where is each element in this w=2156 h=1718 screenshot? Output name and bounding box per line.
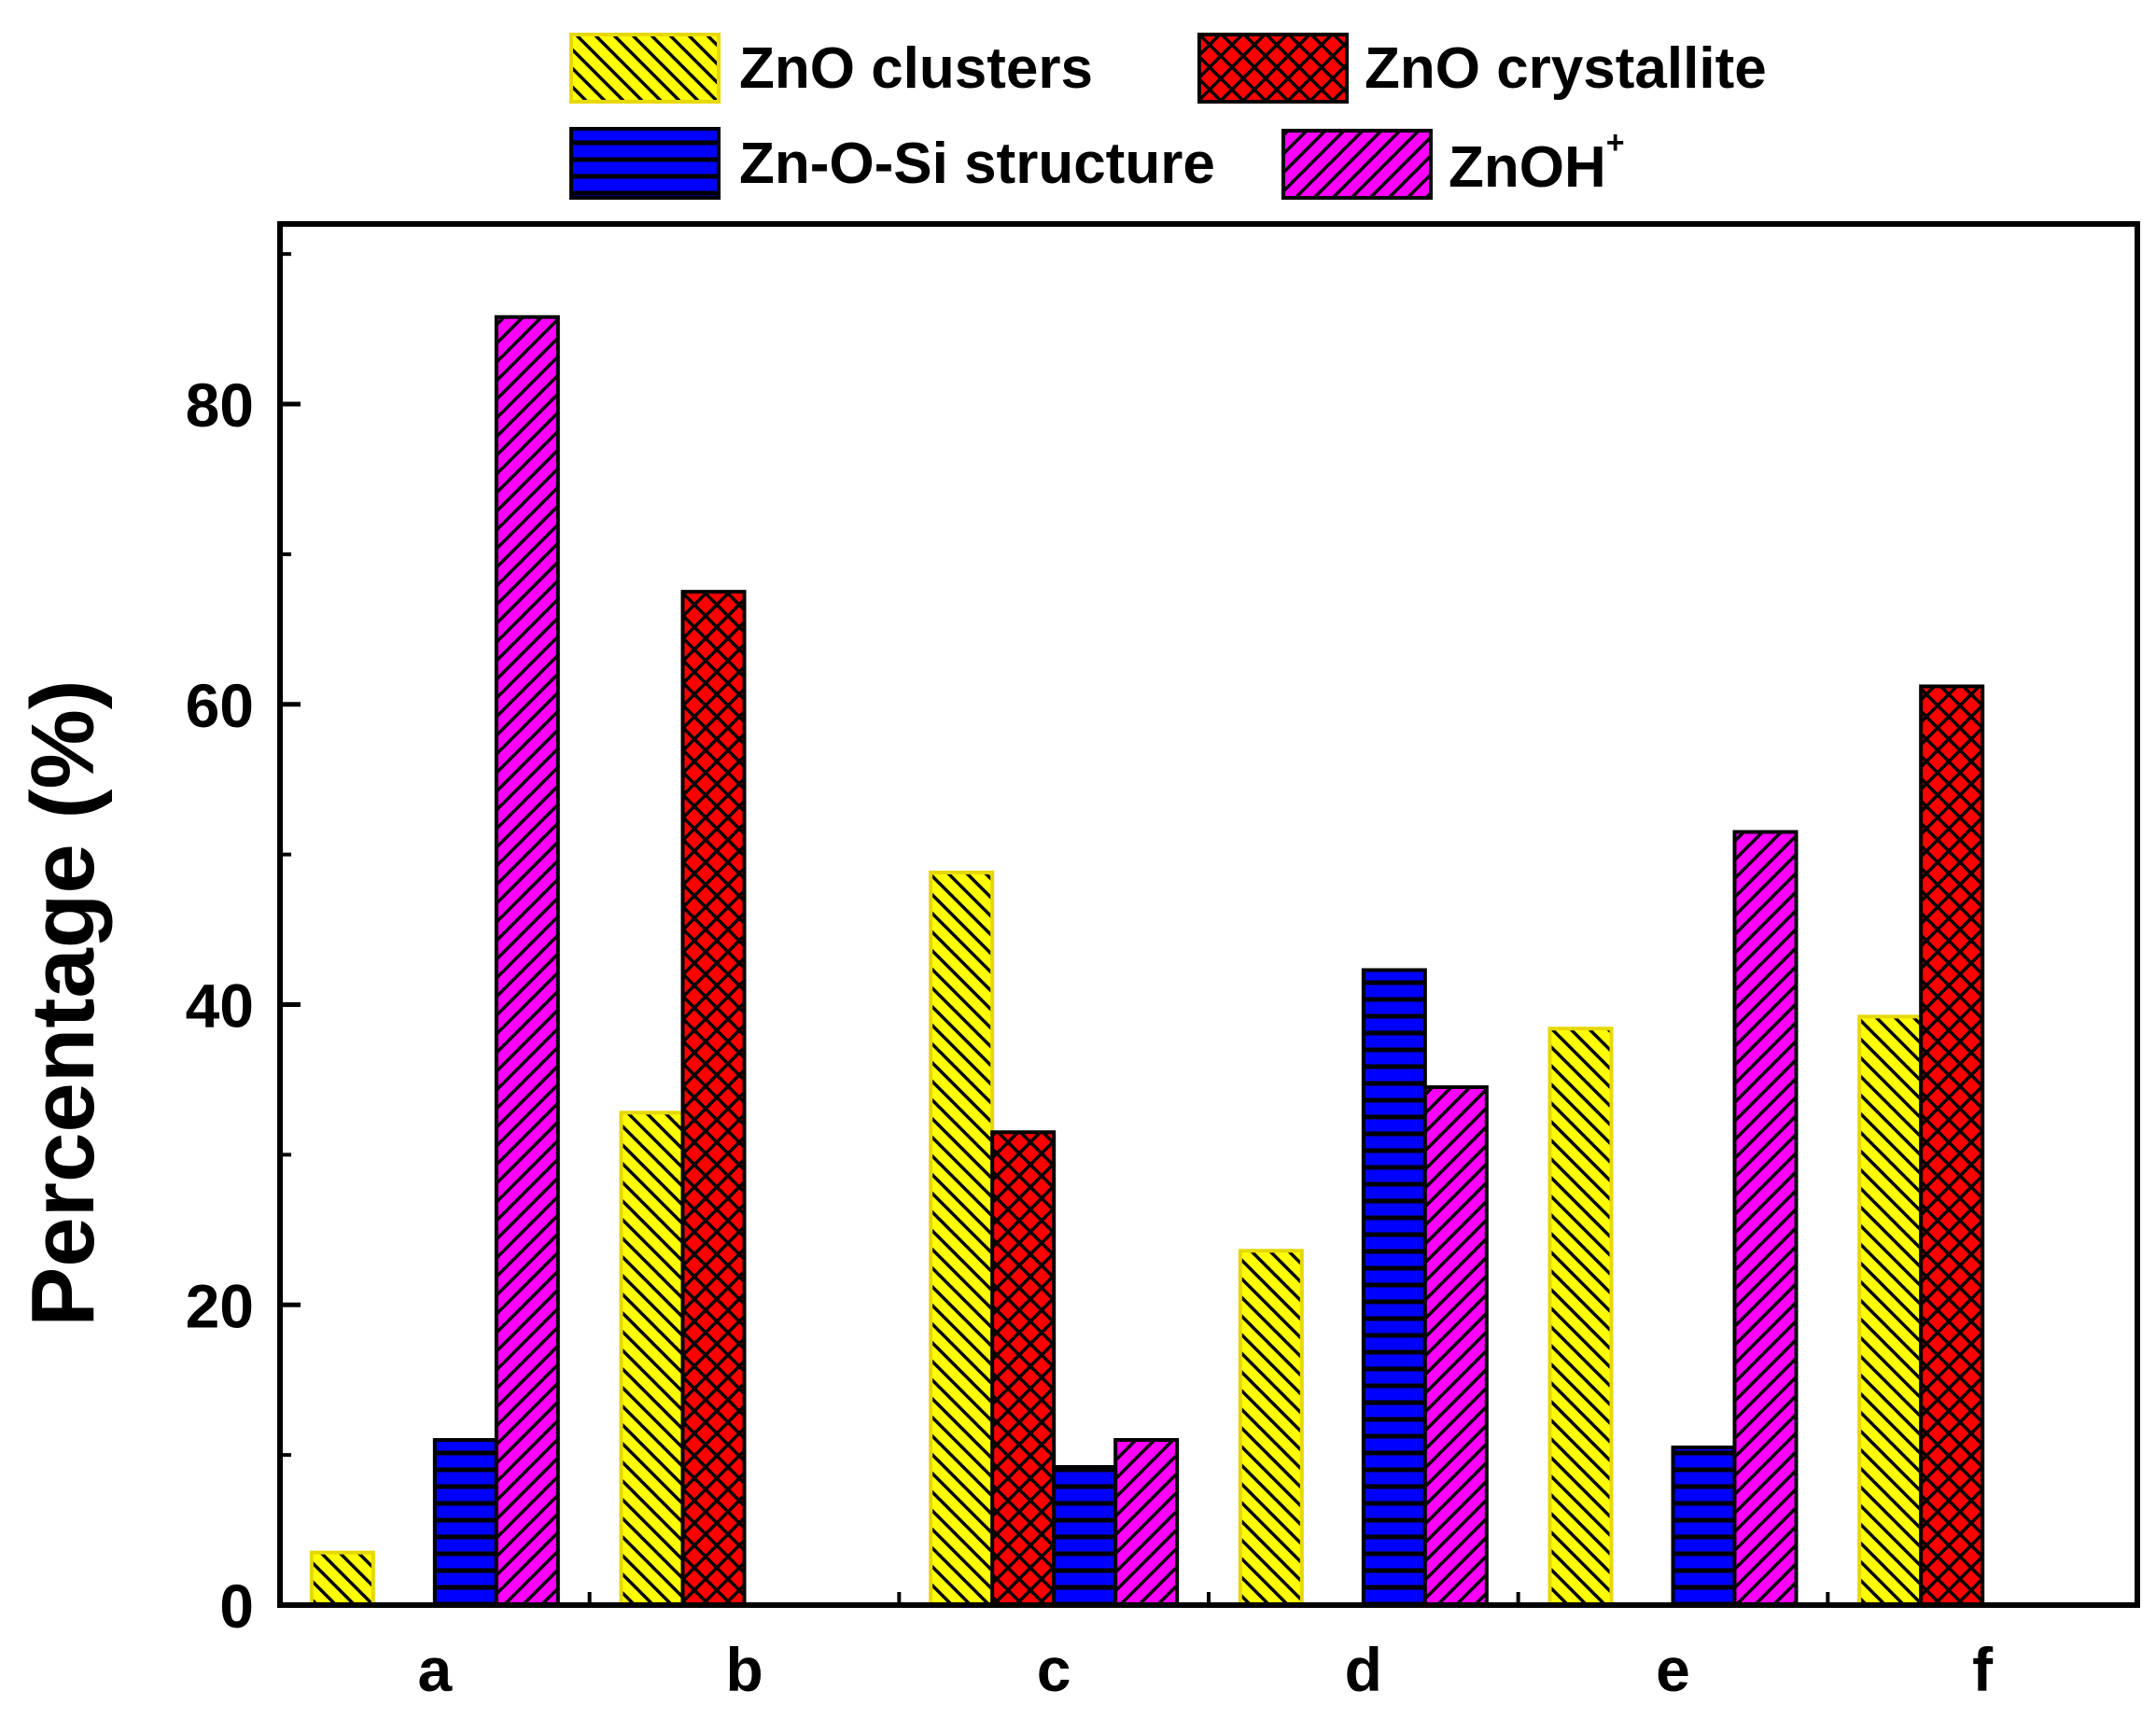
legend-label-zno-crystallite: ZnO crystallite [1365, 36, 1767, 101]
bar-znoh-a-hatch [494, 314, 560, 1607]
bar-zno-clusters-f-hatch [1857, 1014, 1924, 1608]
bar-znoh-c-hatch [1113, 1438, 1180, 1607]
bar-zno-crystallite-b-hatch [680, 590, 747, 1607]
legend-label-znoh: ZnOH+ [1449, 125, 1625, 200]
legend-swatch-hatch-zno-clusters [569, 33, 721, 104]
legend-label-znoh-main: ZnOH [1449, 135, 1606, 200]
bar-zno-clusters-c-hatch [929, 870, 995, 1607]
x-tick-label-e: e [1656, 1635, 1690, 1704]
legend-swatch-hatch-znoh [1281, 129, 1433, 200]
y-tick-label-80: 80 [186, 370, 254, 440]
bar-zn-o-si-structure-c-hatch [1052, 1465, 1118, 1607]
bar-znoh-d-hatch [1422, 1085, 1489, 1607]
x-tick-label-f: f [1972, 1635, 1994, 1704]
x-tick-label-d: d [1345, 1635, 1382, 1704]
legend-swatch-hatch-zno-crystallite [1197, 33, 1349, 104]
legend-item-zno-clusters: ZnO clusters [569, 33, 1093, 104]
bars-layer [309, 314, 1985, 1608]
bar-zno-crystallite-c-hatch [990, 1130, 1057, 1607]
x-tick-label-c: c [1037, 1635, 1071, 1704]
ticks-layer: 0 20 40 60 80 a b c d e f [186, 252, 1994, 1704]
legend-label-zn-o-si-structure: Zn-O-Si structure [739, 132, 1215, 196]
legend-item-znoh: ZnOH+ [1281, 125, 1625, 200]
bar-znoh-e-hatch [1732, 830, 1799, 1607]
legend-label-zno-clusters: ZnO clusters [739, 36, 1093, 101]
x-tick-label-b: b [725, 1635, 763, 1704]
legend-label-znoh-superscript: + [1606, 125, 1625, 161]
y-tick-label-40: 40 [186, 971, 254, 1041]
legend-swatch-hatch-zn-o-si-structure [569, 127, 721, 200]
bar-zno-crystallite-f-hatch [1919, 684, 1985, 1607]
bar-zno-clusters-d-hatch [1238, 1249, 1304, 1607]
bar-zn-o-si-structure-d-hatch [1361, 968, 1427, 1607]
legend-item-zno-crystallite: ZnO crystallite [1197, 33, 1767, 104]
bar-zno-clusters-a-hatch [309, 1550, 375, 1608]
y-tick-label-0: 0 [219, 1571, 254, 1641]
y-tick-label-60: 60 [186, 671, 254, 740]
bar-zn-o-si-structure-a-hatch [432, 1438, 498, 1607]
y-axis-label: Percentage (%) [13, 679, 113, 1327]
legend-item-zn-o-si-structure: Zn-O-Si structure [569, 127, 1215, 200]
bar-zno-clusters-e-hatch [1547, 1027, 1614, 1607]
x-tick-label-a: a [417, 1635, 453, 1704]
legend: ZnO clusters ZnO crystallite Zn-O-Si str… [569, 33, 1767, 200]
bar-zno-clusters-b-hatch [619, 1110, 685, 1607]
y-tick-label-20: 20 [186, 1271, 254, 1340]
bar-zn-o-si-structure-e-hatch [1671, 1446, 1737, 1607]
